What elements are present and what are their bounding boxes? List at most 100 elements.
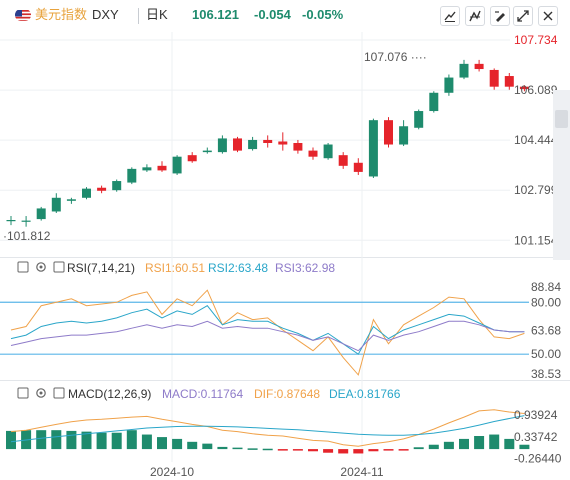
candle-body [233, 138, 242, 151]
candle-body [278, 141, 288, 145]
candle-body [474, 63, 484, 70]
candle-body [263, 139, 273, 143]
candle-body [384, 120, 393, 145]
macd-histogram-bar [459, 438, 469, 450]
macd-histogram-bar [398, 449, 409, 451]
rsi-tick-label: 50.00 [531, 347, 561, 361]
symbol-label[interactable]: DXY [92, 7, 119, 22]
toggle-icon [53, 387, 65, 399]
macd-histogram-bar [504, 438, 515, 450]
candle-body [323, 144, 333, 159]
fullscreen-icon [517, 10, 529, 22]
x-axis: 2024-10 2024-11 [150, 465, 384, 479]
candle-body [127, 168, 137, 183]
side-tab-handle[interactable] [555, 110, 568, 128]
rsi-series-line [10, 289, 525, 376]
close-button[interactable] [538, 6, 558, 26]
macd-histogram-bar [187, 441, 198, 450]
gear-icon [36, 388, 46, 398]
side-scroll-tab[interactable] [553, 90, 570, 260]
price-axis: 107.734 106.089 104.444 102.799 101.154 [514, 33, 558, 247]
drawing-tools-button[interactable] [490, 6, 510, 26]
macd-histogram-bar [202, 443, 213, 450]
drawing-tools-icon [495, 11, 505, 22]
rsi-legend: RSI(7,14,21) RSI1:60.51 RSI2:63.48 RSI3:62.… [17, 261, 335, 275]
rsi-series-line [10, 305, 525, 355]
macd-histogram-bar [443, 441, 454, 450]
macd-histogram-bar [323, 449, 334, 453]
macd-histogram-bar [172, 438, 183, 450]
us-flag-icon [15, 9, 31, 21]
candle-body [51, 197, 61, 212]
macd-histogram-bar [383, 449, 394, 451]
rsi-legend-item: RSI1:60.51 [145, 261, 205, 275]
candle-body [308, 150, 318, 157]
price-tick-label: 106.089 [514, 83, 558, 97]
candle-body [36, 208, 46, 220]
draw-line-button[interactable] [440, 6, 460, 26]
candle-body [202, 150, 212, 153]
macd-histogram-bar [262, 448, 273, 451]
candle-body [6, 219, 16, 222]
macd-histogram-bar [6, 430, 16, 450]
candle-body [459, 63, 469, 78]
last-price: 106.121 [192, 7, 239, 22]
candle-body [489, 69, 499, 87]
macd-histogram-bar [413, 447, 424, 450]
macd-histogram-bar [368, 449, 379, 452]
candle-body [293, 142, 303, 151]
macd-histogram-bar [51, 430, 62, 450]
candle-body [142, 167, 152, 171]
macd-histogram-bar [247, 448, 258, 450]
macd-tick-label: -0.26440 [514, 452, 562, 466]
macd-histogram-bar [428, 444, 439, 450]
header-divider [138, 8, 139, 24]
macd-histogram-bar [338, 449, 349, 454]
macd-series-line [10, 415, 525, 443]
macd-tick-label: 0.33742 [514, 430, 558, 444]
macd-histogram-bar [81, 431, 92, 450]
close-icon [543, 11, 553, 21]
macd-histogram-bar [126, 430, 137, 450]
macd-legend-item: DIF:0.87648 [254, 387, 320, 401]
macd-legend-item: DEA:0.81766 [329, 387, 401, 401]
indicator-icon [469, 10, 481, 22]
high-annotation: 107.076 ···· [364, 50, 427, 64]
indicator-button[interactable] [465, 6, 485, 26]
macd-histogram-bar [96, 432, 107, 450]
candle-body [504, 76, 514, 87]
fullscreen-button[interactable] [513, 6, 533, 26]
macd-histogram-bar [141, 434, 152, 450]
toggle-icon [53, 261, 65, 273]
gear-icon-center [39, 391, 43, 395]
macd-histogram-bar [277, 449, 288, 451]
candle-body [66, 199, 76, 201]
eye-icon [17, 387, 29, 399]
rsi-level-tag [529, 348, 561, 361]
rsi-tick-label: 80.00 [531, 295, 561, 309]
macd-histogram-bar [519, 444, 530, 450]
macd-histogram-bar [292, 449, 303, 451]
price-change-pct: -0.05% [302, 7, 344, 22]
macd-tick-label: 0.93924 [514, 408, 558, 422]
candle-body [248, 139, 258, 150]
rsi-level-tag [529, 296, 561, 309]
candle-body [217, 138, 227, 153]
eye-icon [17, 261, 29, 273]
candle-body [519, 86, 529, 90]
candle-body [157, 165, 167, 171]
macd-histogram-bar [217, 446, 228, 450]
rsi-lines [10, 289, 525, 376]
macd-series-line [10, 409, 525, 447]
macd-legend: MACD(12,26,9) MACD:0.11764 DIF:0.87648 DEA:… [17, 387, 401, 401]
candle-body [338, 155, 348, 166]
macd-histogram-bar [474, 436, 485, 450]
price-tick-label: 104.444 [514, 133, 558, 147]
price-tick-label: 102.799 [514, 183, 558, 197]
candle-body [353, 162, 363, 172]
candle-body [82, 188, 91, 198]
rsi-legend-item: RSI2:63.48 [208, 261, 268, 275]
period-selector[interactable]: 日K [146, 7, 168, 22]
draw-line-icon [444, 11, 456, 22]
